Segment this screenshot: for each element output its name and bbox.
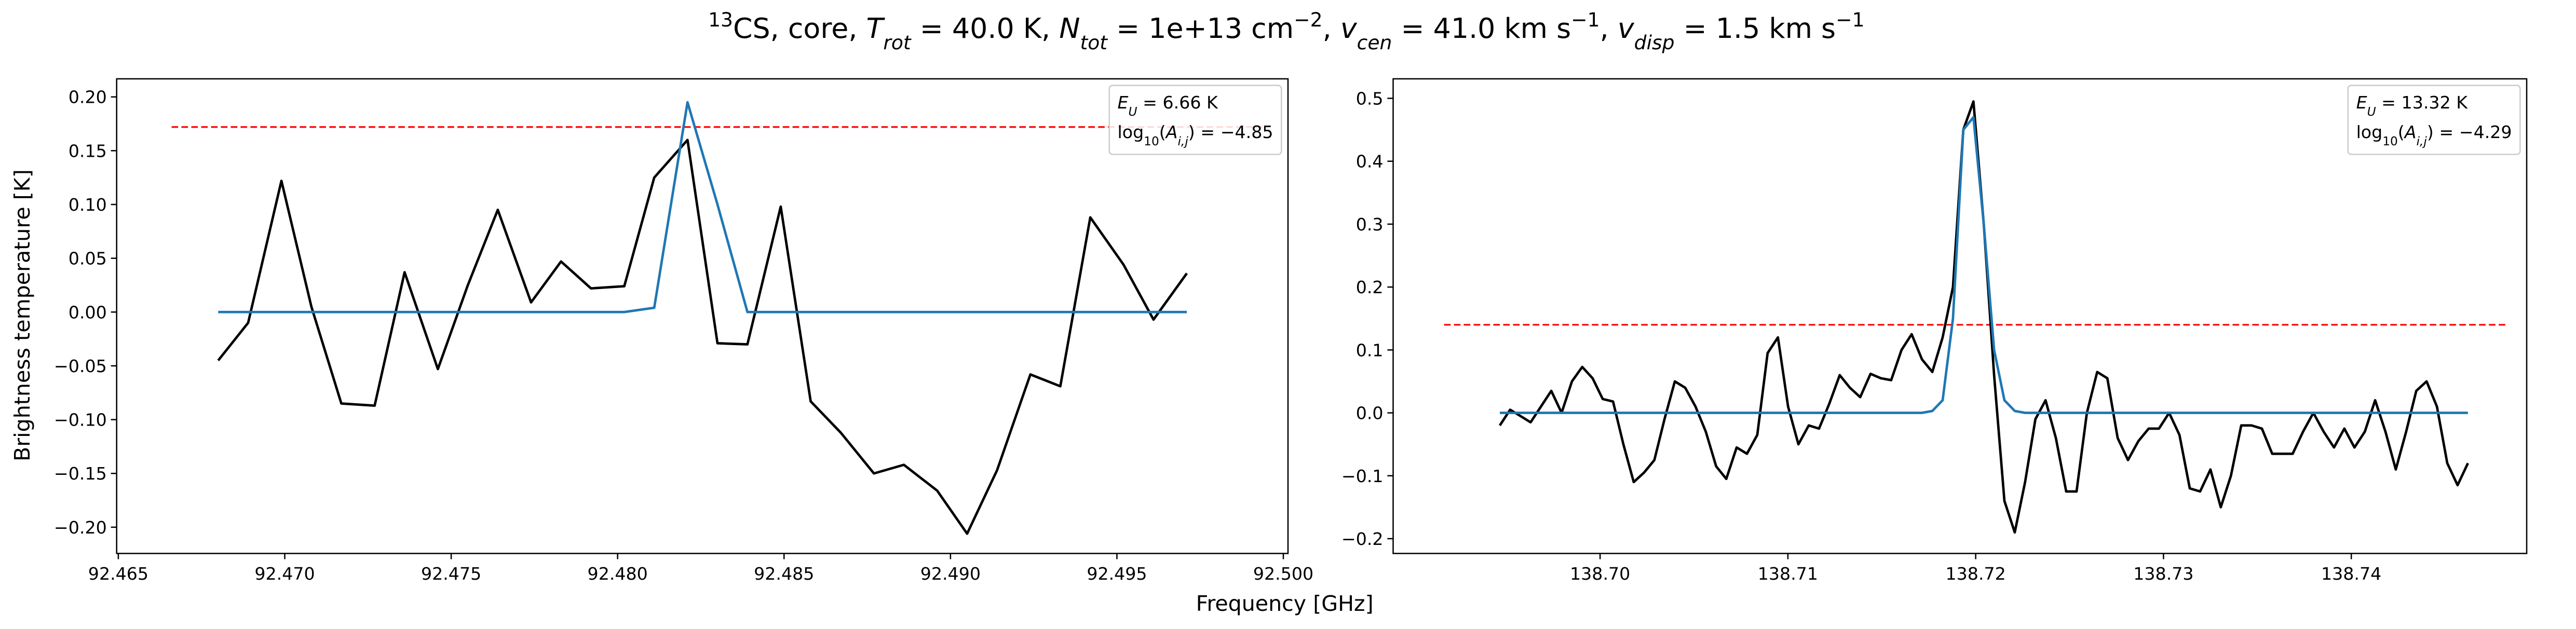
- text-part: −1: [1571, 8, 1600, 31]
- y-tick-label: 0.2: [1356, 277, 1384, 297]
- text-part: N: [1059, 12, 1080, 45]
- y-tick-label: −0.15: [54, 463, 107, 484]
- text-part: (: [2398, 122, 2405, 142]
- text-part: ,: [1323, 12, 1340, 45]
- y-tick-label: −0.1: [1341, 466, 1384, 486]
- text-part: 13: [708, 8, 733, 31]
- annotation-text: log10(Ai,j) = −4.85: [1118, 122, 1273, 148]
- text-part: i,j: [2417, 134, 2428, 148]
- y-tick-label: −0.20: [54, 517, 107, 538]
- x-tick-label: 92.500: [1253, 564, 1313, 584]
- text-part: disp: [1634, 31, 1675, 54]
- x-tick-label: 92.470: [254, 564, 315, 584]
- x-tick-label: 138.74: [2321, 564, 2381, 584]
- x-tick-label: 138.73: [2133, 564, 2193, 584]
- text-part: tot: [1080, 31, 1108, 54]
- text-part: ,: [1600, 12, 1618, 45]
- y-tick-label: −0.05: [54, 356, 107, 376]
- text-part: = 1e+13 cm: [1107, 12, 1294, 45]
- x-axis-label: Frequency [GHz]: [1196, 591, 1374, 616]
- y-tick-label: 0.05: [69, 249, 107, 269]
- text-part: 10: [2382, 134, 2398, 148]
- text-part: v: [1618, 12, 1635, 45]
- y-tick-label: 0.10: [69, 195, 107, 215]
- y-tick-label: 0.1: [1356, 340, 1384, 360]
- x-tick-label: 92.480: [588, 564, 648, 584]
- y-axis-label: Brightness temperature [K]: [10, 169, 35, 461]
- text-part: E: [2356, 92, 2367, 113]
- y-tick-label: −0.10: [54, 410, 107, 430]
- x-tick-label: 92.465: [88, 564, 148, 584]
- chart-title: 13CS, core, Trot = 40.0 K, Ntot = 1e+13 …: [708, 8, 1864, 54]
- data-line: [217, 139, 1188, 535]
- annotation-text: log10(Ai,j) = −4.29: [2356, 122, 2512, 148]
- y-tick-label: 0.4: [1356, 152, 1384, 172]
- text-part: (: [1159, 122, 1166, 142]
- text-part: −1: [1836, 8, 1864, 31]
- text-part: A: [2404, 122, 2417, 142]
- text-part: ) = −4.85: [1188, 122, 1273, 142]
- plot-area: [1393, 78, 2527, 554]
- text-part: A: [1165, 122, 1178, 142]
- text-part: cen: [1357, 31, 1392, 54]
- y-tick-label: −0.2: [1341, 529, 1384, 549]
- x-tick-label: 92.490: [920, 564, 981, 584]
- x-tick-label: 138.72: [1946, 564, 2006, 584]
- axes-frame: [1392, 78, 2528, 554]
- data-line: [1499, 116, 2468, 414]
- text-part: log: [1118, 122, 1144, 142]
- data-line: [218, 101, 1187, 313]
- text-part: −2: [1294, 8, 1323, 31]
- annotation-text: EU = 6.66 K: [1118, 92, 1219, 119]
- text-part: CS, core,: [733, 12, 866, 45]
- text-part: v: [1340, 12, 1358, 45]
- annotation-text: EU = 13.32 K: [2356, 92, 2469, 119]
- text-part: ) = −4.29: [2427, 122, 2512, 142]
- y-tick-label: 0.15: [69, 141, 107, 161]
- text-part: U: [1129, 104, 1137, 118]
- y-tick-label: 0.20: [69, 87, 107, 107]
- text-part: rot: [883, 31, 912, 54]
- y-tick-label: 0.3: [1356, 214, 1384, 235]
- text-part: = 40.0 K,: [911, 12, 1060, 45]
- plot-area: [116, 78, 1288, 554]
- text-part: = 1.5 km s: [1675, 12, 1836, 45]
- text-part: i,j: [1177, 134, 1188, 148]
- annotation-box: [2347, 85, 2521, 155]
- text-part: = 13.32 K: [2376, 92, 2469, 113]
- text-part: log: [2356, 122, 2383, 142]
- y-tick-label: 0.0: [1356, 403, 1384, 423]
- text-part: = 6.66 K: [1137, 92, 1218, 113]
- text-part: E: [1118, 92, 1129, 113]
- x-tick-label: 92.485: [754, 564, 814, 584]
- y-tick-label: 0.5: [1356, 88, 1384, 108]
- x-tick-label: 138.70: [1570, 564, 1630, 584]
- text-part: T: [866, 12, 886, 45]
- annotation-box: [1108, 85, 1282, 155]
- x-tick-label: 92.475: [421, 564, 481, 584]
- x-tick-label: 92.495: [1087, 564, 1147, 584]
- axes-frame: [116, 78, 1289, 554]
- x-tick-label: 138.71: [1758, 564, 1818, 584]
- text-part: U: [2367, 104, 2376, 118]
- text-part: 10: [1144, 134, 1159, 148]
- y-tick-label: 0.00: [69, 302, 107, 322]
- text-part: = 41.0 km s: [1392, 12, 1571, 45]
